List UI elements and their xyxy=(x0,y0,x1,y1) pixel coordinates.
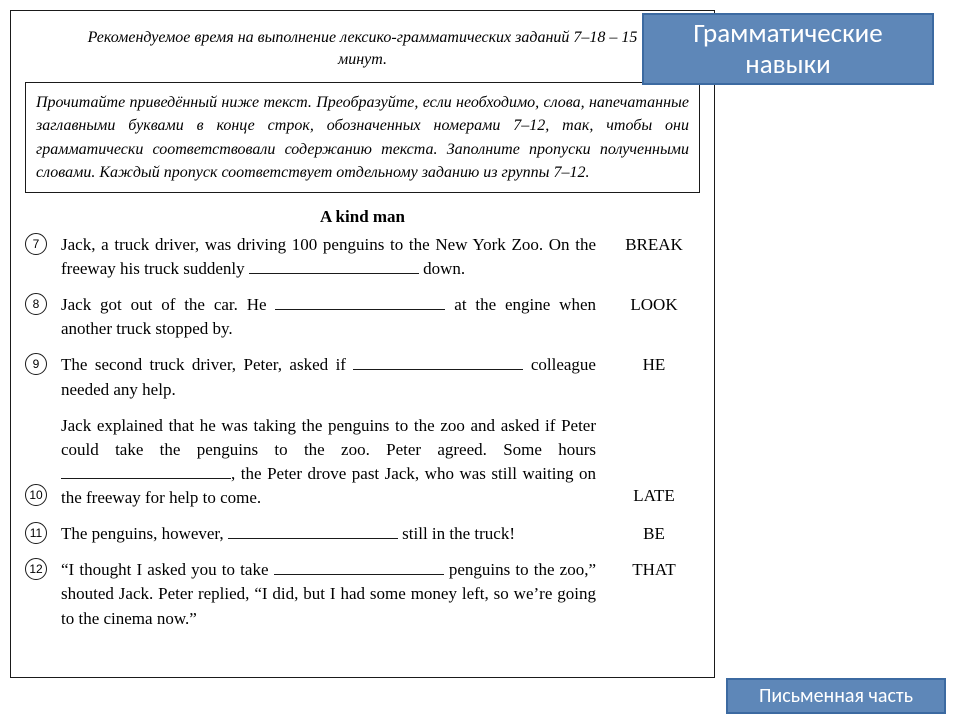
row-spacer xyxy=(25,546,700,558)
answer-blank[interactable] xyxy=(274,559,444,575)
question-number: 12 xyxy=(25,558,47,580)
question-text: The second truck driver, Peter, asked if… xyxy=(61,353,602,401)
question-text: Jack, a truck driver, was driving 100 pe… xyxy=(61,233,602,281)
question-text: The penguins, however, still in the truc… xyxy=(61,522,602,546)
exercise-grid: 7 Jack, a truck driver, was driving 100 p… xyxy=(25,233,700,631)
answer-blank[interactable] xyxy=(353,354,523,370)
question-number: 9 xyxy=(25,353,47,375)
row-spacer xyxy=(25,281,700,293)
answer-blank[interactable] xyxy=(228,523,398,539)
question-number-cell: 10 xyxy=(25,414,55,511)
answer-blank[interactable] xyxy=(61,463,231,479)
question-number-cell: 8 xyxy=(25,293,55,341)
row-spacer xyxy=(25,341,700,353)
source-word: THAT xyxy=(608,558,700,630)
instructions-box: Прочитайте приведённый ниже текст. Преоб… xyxy=(25,82,700,193)
story-title: A kind man xyxy=(25,207,700,227)
answer-blank[interactable] xyxy=(275,294,445,310)
question-number: 8 xyxy=(25,293,47,315)
question-number-cell: 12 xyxy=(25,558,55,630)
question-number: 7 xyxy=(25,233,47,255)
source-word: HE xyxy=(608,353,700,401)
row-spacer xyxy=(25,510,700,522)
answer-blank[interactable] xyxy=(249,258,419,274)
question-number: 10 xyxy=(25,484,47,506)
footer-badge: Письменная часть xyxy=(726,678,946,714)
source-word: LATE xyxy=(608,414,700,511)
question-number-cell: 9 xyxy=(25,353,55,401)
source-word: LOOK xyxy=(608,293,700,341)
row-spacer xyxy=(25,402,700,414)
source-word: BE xyxy=(608,522,700,546)
header-badge: Грамматические навыки xyxy=(642,13,934,85)
question-text: “I thought I asked you to take penguins … xyxy=(61,558,602,630)
header-badge-line2: навыки xyxy=(644,49,932,80)
worksheet-frame: Рекомендуемое время на выполнение лексик… xyxy=(10,10,715,678)
source-word: BREAK xyxy=(608,233,700,281)
question-number: 11 xyxy=(25,522,47,544)
header-badge-line1: Грамматические xyxy=(644,18,932,49)
timing-note: Рекомендуемое время на выполнение лексик… xyxy=(66,27,660,70)
question-number-cell: 11 xyxy=(25,522,55,546)
question-text: Jack got out of the car. He at the engin… xyxy=(61,293,602,341)
question-number-cell: 7 xyxy=(25,233,55,281)
question-text: Jack explained that he was taking the pe… xyxy=(61,414,602,511)
